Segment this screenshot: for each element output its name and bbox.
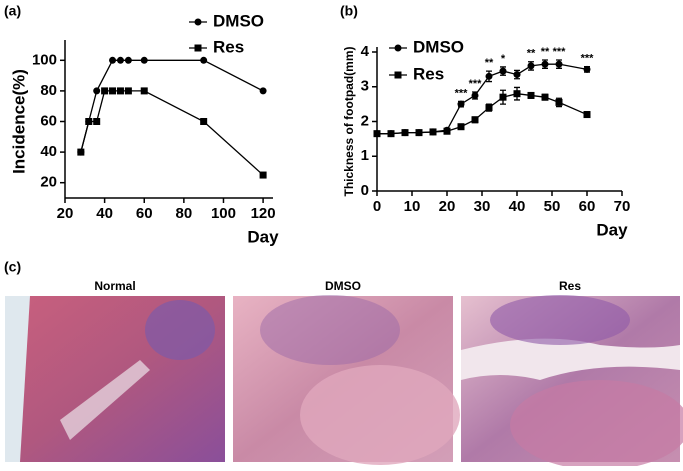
image-label: Normal <box>94 279 135 293</box>
point <box>541 93 549 101</box>
panel-label: (a) <box>4 3 21 19</box>
x-tick-label: 70 <box>614 198 631 215</box>
histology-normal <box>5 296 225 462</box>
y-axis-label: Thickness of footpad(mm) <box>342 46 356 196</box>
point <box>200 56 208 64</box>
point <box>527 62 535 70</box>
annotation: *** <box>581 53 595 65</box>
legend-label: DMSO <box>213 11 264 30</box>
panel-label: (c) <box>4 259 21 275</box>
point <box>513 90 521 98</box>
point <box>457 100 465 108</box>
annotation: ** <box>527 48 536 60</box>
x-tick-label: 60 <box>136 205 153 222</box>
point <box>499 67 507 75</box>
point <box>429 128 437 136</box>
y-tick-label: 2 <box>361 112 369 129</box>
image-label: Res <box>559 279 581 293</box>
histology-dmso <box>233 295 460 465</box>
point <box>77 148 85 156</box>
point <box>259 87 267 95</box>
point <box>116 87 124 95</box>
point <box>457 123 465 131</box>
annotation: ** <box>485 57 494 69</box>
point <box>415 129 423 137</box>
point <box>101 87 109 95</box>
point <box>471 91 479 99</box>
x-tick-label: 50 <box>544 198 561 215</box>
x-tick-label: 20 <box>57 205 74 222</box>
x-tick-label: 10 <box>404 198 421 215</box>
annotation: * <box>501 53 506 65</box>
point <box>93 87 101 95</box>
y-tick-label: 1 <box>361 147 369 164</box>
point <box>109 87 117 95</box>
point <box>200 118 208 125</box>
point <box>485 104 493 112</box>
point <box>499 93 507 101</box>
point <box>485 72 493 80</box>
point <box>527 91 535 99</box>
x-tick-label: 80 <box>176 205 193 222</box>
annotation: ** <box>541 46 550 58</box>
x-tick-label: 20 <box>439 198 456 215</box>
annotation: *** <box>553 46 567 58</box>
x-tick-label: 40 <box>509 198 526 215</box>
point <box>471 116 479 124</box>
point <box>373 130 381 138</box>
annotation: *** <box>469 78 483 90</box>
point <box>541 60 549 68</box>
x-tick-label: 30 <box>474 198 491 215</box>
y-tick-label: 20 <box>40 174 57 191</box>
point <box>140 87 148 95</box>
point <box>401 129 409 137</box>
point <box>140 56 148 64</box>
x-axis-label: Day <box>596 220 628 239</box>
x-tick-label: 60 <box>579 198 596 215</box>
line <box>80 59 264 153</box>
x-tick-label: 40 <box>96 205 113 222</box>
x-tick-label: 100 <box>211 205 236 222</box>
y-tick-label: 60 <box>40 112 57 129</box>
x-axis-label: Day <box>247 227 279 246</box>
point <box>124 87 132 95</box>
y-tick-label: 3 <box>361 78 369 95</box>
legend-label: Res <box>213 37 244 56</box>
panel-label: (b) <box>340 3 358 19</box>
point <box>259 171 267 179</box>
y-tick-label: 80 <box>40 82 57 99</box>
y-tick-label: 4 <box>361 43 370 60</box>
y-axis-label: Incidence(%) <box>9 69 28 174</box>
point <box>583 65 591 73</box>
point <box>93 118 101 125</box>
legend-marker <box>194 18 202 26</box>
point <box>387 130 395 138</box>
point <box>555 98 563 106</box>
legend-label: Res <box>413 64 444 83</box>
legend-label: DMSO <box>413 37 464 56</box>
point <box>116 56 124 64</box>
point <box>109 56 117 64</box>
y-tick-label: 40 <box>40 143 57 160</box>
point <box>513 71 521 79</box>
point <box>124 56 132 64</box>
image-label: DMSO <box>325 279 361 293</box>
point <box>583 111 591 119</box>
point <box>85 118 93 125</box>
legend-marker <box>194 44 202 52</box>
annotation: *** <box>455 87 469 99</box>
y-tick-label: 100 <box>32 51 57 68</box>
line <box>80 90 264 176</box>
y-tick-label: 0 <box>361 182 369 199</box>
x-tick-label: 120 <box>251 205 276 222</box>
point <box>555 60 563 68</box>
histology-res <box>461 295 683 470</box>
legend-marker <box>394 71 402 79</box>
x-tick-label: 0 <box>373 198 381 215</box>
point <box>443 127 451 135</box>
legend-marker <box>394 44 402 52</box>
